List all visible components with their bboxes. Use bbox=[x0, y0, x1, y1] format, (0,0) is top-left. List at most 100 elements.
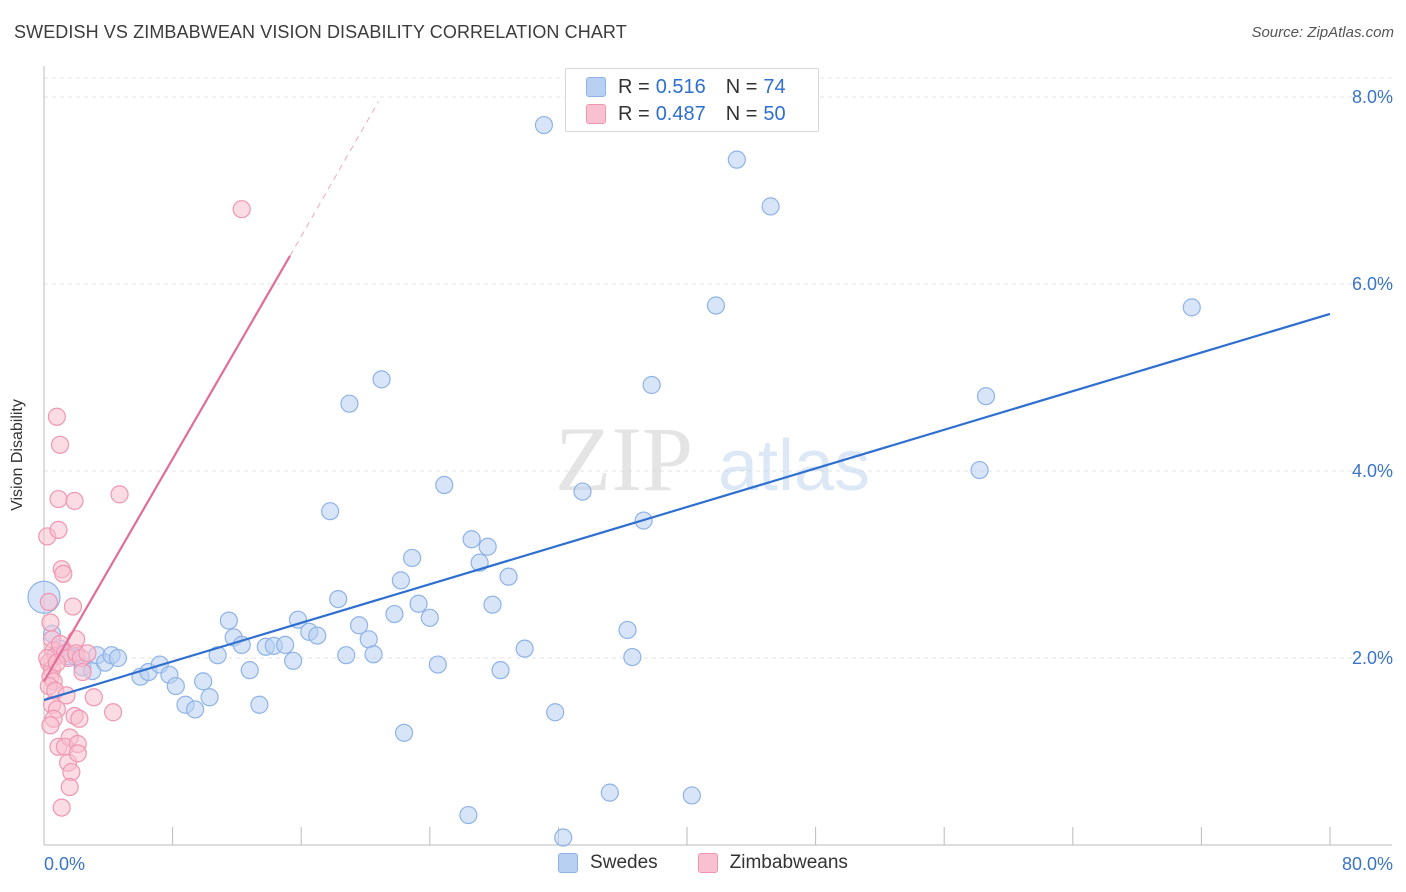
data-point bbox=[240, 661, 259, 680]
chart-title: SWEDISH VS ZIMBABWEAN VISION DISABILITY … bbox=[14, 22, 627, 42]
data-point bbox=[208, 646, 227, 665]
data-point bbox=[60, 777, 79, 797]
data-point bbox=[976, 387, 996, 406]
data-point bbox=[483, 595, 502, 614]
trend-lines bbox=[43, 101, 1331, 702]
y-tick-label: 4.0% bbox=[1352, 461, 1393, 481]
data-point bbox=[284, 651, 303, 670]
series-legend: Swedes Zimbabweans bbox=[0, 852, 1406, 874]
r-label: R = bbox=[618, 102, 650, 125]
data-point bbox=[394, 723, 414, 742]
r-value: 0.516 bbox=[655, 75, 706, 98]
x-tick-label-min: 0.0% bbox=[44, 854, 85, 874]
data-point bbox=[1182, 298, 1201, 317]
data-point bbox=[110, 485, 129, 504]
data-point bbox=[618, 620, 637, 640]
legend-row-swedes: R = 0.516 N = 74 bbox=[586, 75, 786, 99]
data-point bbox=[308, 626, 327, 645]
source-label: Source: ZipAtlas.com bbox=[1251, 24, 1394, 41]
legend-row-zimbabweans: R = 0.487 N = 50 bbox=[586, 102, 786, 126]
data-point bbox=[364, 645, 383, 664]
data-point bbox=[47, 407, 66, 426]
y-tick-label: 2.0% bbox=[1352, 648, 1393, 668]
data-point bbox=[499, 567, 518, 586]
data-point bbox=[706, 296, 726, 315]
data-point bbox=[52, 798, 71, 817]
x-tick-label-max: 80.0% bbox=[1342, 854, 1393, 874]
n-value: 50 bbox=[763, 102, 786, 125]
data-point bbox=[623, 647, 642, 667]
data-point bbox=[62, 762, 81, 782]
r-label: R = bbox=[618, 75, 650, 98]
data-point bbox=[108, 648, 128, 668]
grid-lines bbox=[44, 77, 1392, 659]
data-point bbox=[68, 744, 87, 763]
y-axis-label: Vision Disability bbox=[9, 399, 26, 511]
data-point bbox=[50, 435, 70, 454]
data-point bbox=[232, 635, 251, 655]
swedes-swatch bbox=[558, 853, 579, 873]
data-point bbox=[385, 604, 404, 624]
data-point bbox=[276, 635, 295, 655]
data-point bbox=[642, 375, 661, 395]
data-point bbox=[41, 716, 60, 735]
data-point bbox=[219, 611, 238, 630]
data-point bbox=[200, 688, 219, 707]
data-point bbox=[459, 805, 478, 825]
data-point bbox=[435, 475, 454, 495]
legend-item-swedes: Swedes bbox=[558, 852, 658, 874]
zimbabweans-swatch bbox=[697, 853, 718, 873]
data-point bbox=[39, 592, 58, 612]
n-label: N = bbox=[725, 102, 758, 125]
data-point bbox=[727, 150, 746, 169]
data-point bbox=[682, 786, 701, 805]
data-point bbox=[970, 460, 989, 480]
data-point bbox=[420, 608, 439, 627]
n-label: N = bbox=[725, 75, 758, 98]
data-point bbox=[515, 639, 534, 658]
data-point bbox=[232, 200, 251, 219]
data-point bbox=[194, 672, 213, 691]
data-point bbox=[428, 655, 447, 674]
data-point bbox=[288, 610, 308, 629]
data-point bbox=[166, 676, 185, 696]
data-point bbox=[573, 482, 592, 501]
data-point bbox=[329, 589, 348, 609]
axes bbox=[43, 66, 1392, 846]
data-point bbox=[104, 703, 123, 722]
watermark-atlas: atlas bbox=[718, 426, 870, 506]
data-point bbox=[391, 571, 410, 590]
data-point bbox=[409, 594, 428, 613]
data-point bbox=[49, 489, 68, 509]
data-point bbox=[250, 695, 269, 714]
data-point bbox=[321, 502, 340, 521]
data-point bbox=[546, 703, 565, 722]
zimbabweans-swatch bbox=[586, 104, 606, 124]
data-point bbox=[84, 688, 103, 707]
zimbabweans-trend-line bbox=[43, 255, 291, 682]
data-point bbox=[403, 548, 422, 568]
data-point bbox=[761, 197, 780, 216]
data-point bbox=[337, 646, 356, 665]
legend-item-zimbabweans: Zimbabweans bbox=[697, 852, 848, 874]
data-point bbox=[349, 616, 369, 635]
data-point bbox=[41, 613, 60, 632]
stats-legend: R = 0.516 N = 74 R = 0.487 N = 50 bbox=[565, 68, 819, 132]
data-point bbox=[70, 709, 89, 728]
r-value: 0.487 bbox=[655, 102, 706, 125]
zimbabweans-points bbox=[38, 200, 251, 817]
data-point bbox=[63, 597, 83, 616]
tick-labels: 2.0% 4.0% 6.0% 8.0% 0.0% 80.0% bbox=[44, 87, 1393, 874]
legend-label-zimbabweans: Zimbabweans bbox=[729, 852, 848, 873]
data-point bbox=[554, 828, 573, 847]
data-point bbox=[65, 491, 84, 511]
data-point bbox=[478, 537, 497, 556]
swedes-swatch bbox=[586, 77, 606, 97]
y-tick-label: 6.0% bbox=[1352, 274, 1393, 294]
y-tick-label: 8.0% bbox=[1352, 87, 1393, 107]
swedes-trend-line bbox=[43, 312, 1331, 702]
legend-label-swedes: Swedes bbox=[590, 852, 658, 873]
data-point bbox=[186, 700, 205, 719]
data-point bbox=[73, 662, 92, 682]
